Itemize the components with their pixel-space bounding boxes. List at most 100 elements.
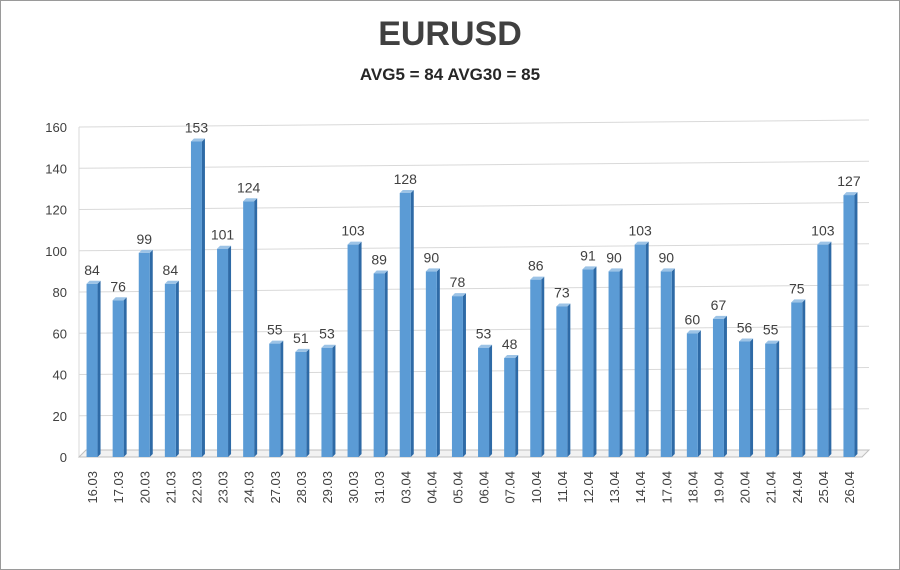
bar bbox=[660, 271, 672, 457]
data-label: 103 bbox=[628, 223, 652, 239]
bar bbox=[295, 351, 307, 457]
x-tick-label: 21.03 bbox=[163, 471, 178, 504]
bar-side bbox=[776, 340, 780, 457]
data-label: 48 bbox=[502, 336, 518, 352]
bar-top bbox=[712, 315, 727, 319]
bar-side bbox=[436, 268, 440, 457]
y-tick-label: 160 bbox=[45, 120, 67, 135]
bar bbox=[112, 300, 124, 457]
data-label: 51 bbox=[293, 330, 309, 346]
x-tick-label: 26.04 bbox=[842, 471, 857, 504]
data-label: 103 bbox=[811, 223, 835, 239]
bar bbox=[243, 201, 255, 457]
x-tick-label: 25.04 bbox=[816, 471, 831, 504]
bar-side bbox=[306, 348, 310, 457]
x-tick-label: 03.04 bbox=[398, 471, 413, 504]
bar-top bbox=[269, 340, 284, 344]
bar-side bbox=[489, 344, 493, 457]
bar bbox=[451, 296, 463, 457]
x-tick-label: 14.04 bbox=[633, 471, 648, 504]
chart-subtitle: AVG5 = 84 AVG30 = 85 bbox=[359, 65, 541, 84]
x-tick-label: 13.04 bbox=[607, 471, 622, 504]
bar-side bbox=[280, 340, 284, 457]
y-tick-label: 140 bbox=[45, 161, 67, 176]
bar-side bbox=[149, 249, 153, 457]
bar bbox=[190, 141, 202, 457]
bar-top bbox=[504, 355, 519, 358]
x-tick-label: 06.04 bbox=[477, 471, 492, 504]
bar-side bbox=[228, 245, 232, 457]
x-tick-label: 18.04 bbox=[685, 471, 700, 504]
bar-side bbox=[723, 315, 727, 457]
bar bbox=[269, 343, 281, 457]
bar-top bbox=[634, 241, 649, 245]
bar-top bbox=[556, 303, 571, 307]
bar-side bbox=[358, 241, 362, 457]
data-label: 55 bbox=[267, 322, 283, 338]
y-tick-label: 100 bbox=[45, 244, 67, 259]
data-label: 86 bbox=[528, 258, 544, 274]
x-tick-label: 07.04 bbox=[503, 471, 518, 504]
bar bbox=[478, 347, 490, 457]
bar bbox=[739, 341, 751, 457]
x-tick-label: 10.04 bbox=[529, 471, 544, 504]
bar-side bbox=[854, 192, 858, 457]
bar bbox=[556, 306, 568, 457]
y-tick-label: 80 bbox=[53, 285, 67, 300]
bar-side bbox=[828, 241, 832, 457]
data-label: 90 bbox=[606, 249, 622, 265]
x-tick-label: 27.03 bbox=[268, 471, 283, 504]
bar-side bbox=[123, 297, 127, 457]
bar bbox=[712, 318, 724, 457]
x-tick-label: 21.04 bbox=[764, 471, 779, 504]
bar-side bbox=[254, 198, 258, 457]
bar-side bbox=[619, 268, 623, 457]
data-label: 103 bbox=[341, 223, 365, 239]
bar bbox=[425, 271, 437, 457]
x-tick-label: 24.04 bbox=[790, 471, 805, 504]
y-tick-label: 20 bbox=[53, 409, 67, 424]
x-tick-label: 04.04 bbox=[424, 471, 439, 504]
data-label: 73 bbox=[554, 284, 570, 300]
bar-side bbox=[593, 266, 597, 457]
bar-top bbox=[451, 293, 466, 297]
bar bbox=[138, 252, 150, 457]
bar-top bbox=[138, 249, 153, 253]
x-tick-label: 05.04 bbox=[450, 471, 465, 504]
x-tick-label: 24.03 bbox=[242, 471, 257, 504]
gridline bbox=[78, 408, 870, 417]
bar-side bbox=[410, 190, 414, 457]
bar-top bbox=[660, 268, 675, 272]
bar-top bbox=[190, 138, 205, 142]
gridline bbox=[78, 325, 870, 334]
bar bbox=[347, 244, 359, 457]
x-tick-label: 12.04 bbox=[581, 471, 596, 504]
data-label: 101 bbox=[211, 227, 235, 243]
bar-top bbox=[373, 270, 388, 274]
bar-side bbox=[671, 268, 675, 457]
chart-title: EURUSD bbox=[378, 15, 522, 53]
bar bbox=[634, 244, 646, 457]
data-label: 60 bbox=[685, 311, 701, 327]
y-tick-label: 60 bbox=[53, 326, 67, 341]
bar-top bbox=[86, 280, 101, 284]
gridline bbox=[78, 202, 870, 210]
x-tick-label: 29.03 bbox=[320, 471, 335, 504]
x-tick-label: 20.03 bbox=[137, 471, 152, 504]
data-label: 90 bbox=[658, 249, 674, 265]
x-tick-label: 31.03 bbox=[372, 471, 387, 504]
data-label: 53 bbox=[319, 326, 335, 342]
data-label: 127 bbox=[837, 173, 861, 189]
data-label: 99 bbox=[136, 231, 152, 247]
bar-top bbox=[243, 198, 258, 202]
y-tick-label: 0 bbox=[60, 450, 67, 465]
bar-top bbox=[217, 245, 232, 249]
bar bbox=[530, 279, 542, 457]
gridline bbox=[78, 367, 870, 375]
x-tick-label: 30.03 bbox=[346, 471, 361, 504]
bar bbox=[817, 244, 829, 457]
bar bbox=[686, 333, 698, 457]
x-tick-label: 28.03 bbox=[294, 471, 309, 504]
